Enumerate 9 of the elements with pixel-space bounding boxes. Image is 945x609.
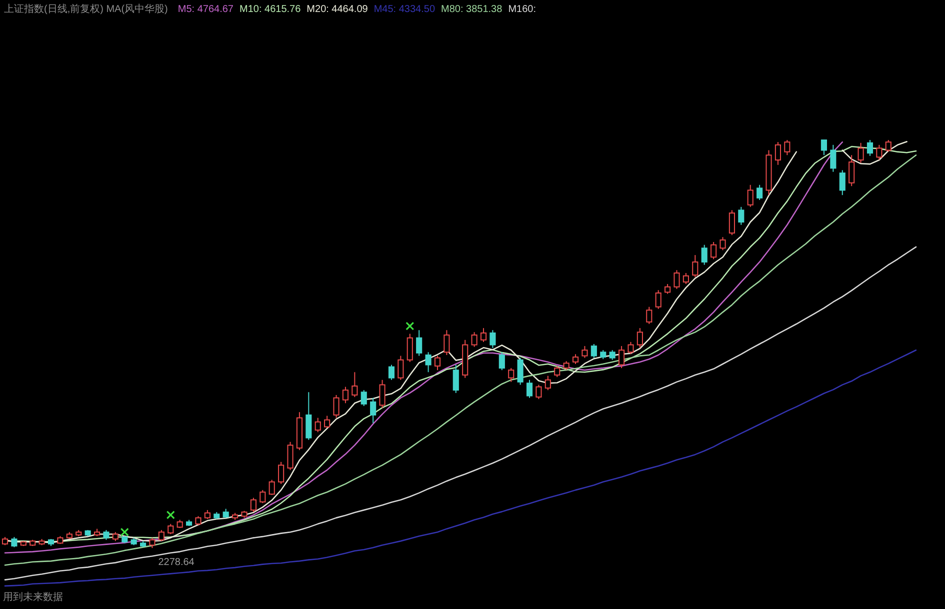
text: M5: 4764.67 <box>178 4 234 15</box>
text: 用到未来数据 <box>3 591 63 603</box>
text: M160: <box>508 4 536 15</box>
text: M10: 4615.76 <box>240 4 302 15</box>
annotation: 2278.64 <box>158 557 195 568</box>
text: M20: 4464.09 <box>306 4 368 15</box>
chart-title: 上证指数(日线,前复权) MA(风中华股) <box>4 3 168 15</box>
text: M45: 4334.50 <box>374 4 436 15</box>
text: M80: 3851.38 <box>441 4 503 15</box>
